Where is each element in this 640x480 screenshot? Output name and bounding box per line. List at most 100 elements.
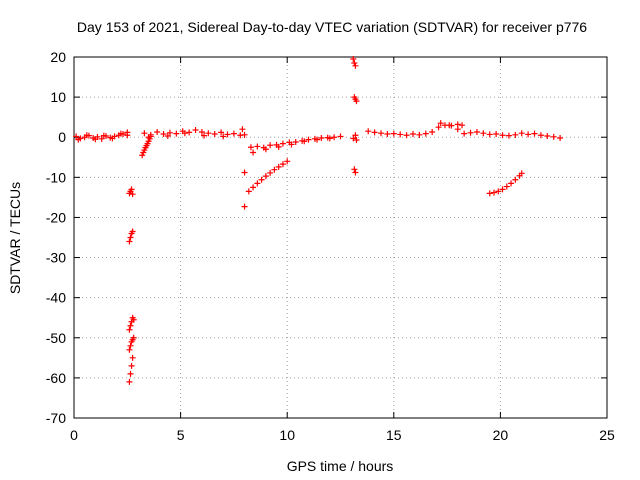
data-point [409, 131, 416, 138]
x-tick-label: 25 [599, 427, 615, 443]
data-point [473, 129, 480, 136]
data-point [352, 132, 359, 139]
data-point [337, 133, 344, 140]
data-point [126, 238, 133, 245]
data-point [512, 176, 519, 183]
data-point [218, 129, 225, 136]
data-point [495, 188, 502, 195]
data-point [128, 362, 135, 369]
data-point [73, 133, 80, 140]
data-point [245, 188, 252, 195]
data-point [262, 146, 269, 153]
data-point [508, 180, 515, 187]
y-tick-label: -20 [46, 209, 66, 225]
data-point [486, 131, 493, 138]
data-point [550, 133, 557, 140]
data-point [127, 322, 134, 329]
data-point [284, 158, 291, 165]
data-point [181, 130, 188, 137]
data-point [126, 326, 133, 333]
y-tick-label: -50 [46, 330, 66, 346]
series-band-8.3-12.5h [247, 133, 344, 156]
data-point [127, 234, 134, 241]
data-point [130, 334, 137, 341]
data-point [130, 316, 137, 323]
data-point [75, 136, 82, 143]
data-point [271, 166, 278, 173]
data-point [353, 98, 360, 105]
data-point [499, 132, 506, 139]
data-point [275, 163, 282, 170]
data-point [239, 126, 246, 133]
data-point [480, 130, 487, 137]
data-point [416, 131, 423, 138]
chart-title: Day 153 of 2021, Sidereal Day-to-day VTE… [77, 19, 587, 35]
data-point [230, 130, 237, 137]
data-point [493, 131, 500, 138]
data-point [173, 130, 180, 137]
series-descent-8.2-10h [245, 158, 291, 195]
data-point [129, 228, 136, 235]
y-tick-label: 10 [50, 89, 66, 105]
data-point [127, 370, 134, 377]
series-band-13.8-22.8h [365, 120, 564, 142]
series-arc-19.5-21h [486, 170, 525, 197]
data-point [544, 133, 551, 140]
grid-lines [74, 57, 607, 418]
data-point [250, 149, 257, 156]
data-point [378, 130, 385, 137]
x-tick-label: 5 [177, 427, 185, 443]
plot-frame [73, 56, 608, 419]
y-tick-label: -10 [46, 169, 66, 185]
x-tick-label: 15 [386, 427, 402, 443]
data-point [262, 173, 269, 180]
data-point [353, 137, 360, 144]
data-point [241, 131, 248, 138]
data-point [531, 130, 538, 137]
data-point [139, 152, 146, 159]
data-point [220, 133, 227, 140]
data-point [365, 128, 372, 135]
data-point [446, 122, 453, 129]
data-point [351, 60, 358, 67]
data-point [279, 140, 286, 147]
series-dropout-2.7h [126, 186, 137, 385]
data-point [279, 161, 286, 168]
data-point [129, 354, 136, 361]
series-band-0-2.5h [73, 129, 131, 143]
data-point [186, 129, 193, 136]
data-point [254, 180, 261, 187]
data-point [318, 135, 325, 142]
data-point [201, 132, 208, 139]
data-point [305, 136, 312, 143]
data-point [435, 124, 442, 131]
y-tick-label: 0 [58, 129, 66, 145]
data-point [454, 126, 461, 133]
data-point [512, 131, 519, 138]
data-point [437, 120, 444, 127]
series-band-3.3-8h [141, 126, 248, 141]
data-point [459, 122, 466, 129]
x-tick-label: 10 [279, 427, 295, 443]
data-point [164, 133, 171, 140]
y-axis-label: SDTVAR / TECUs [7, 182, 23, 294]
data-point [486, 190, 493, 197]
x-tick-label: 20 [493, 427, 509, 443]
data-point [141, 130, 148, 137]
data-point [390, 130, 397, 137]
data-point [350, 135, 357, 142]
data-point [126, 378, 133, 385]
data-point [160, 131, 167, 138]
data-point [128, 186, 135, 193]
data-point [198, 129, 205, 136]
data-point [326, 135, 333, 142]
data-point [352, 62, 359, 69]
data-point [100, 132, 107, 139]
data-point [557, 135, 564, 142]
data-point [351, 166, 358, 173]
data-point [503, 183, 510, 190]
data-point [275, 143, 282, 150]
data-point [192, 127, 199, 134]
y-tick-label: -30 [46, 250, 66, 266]
